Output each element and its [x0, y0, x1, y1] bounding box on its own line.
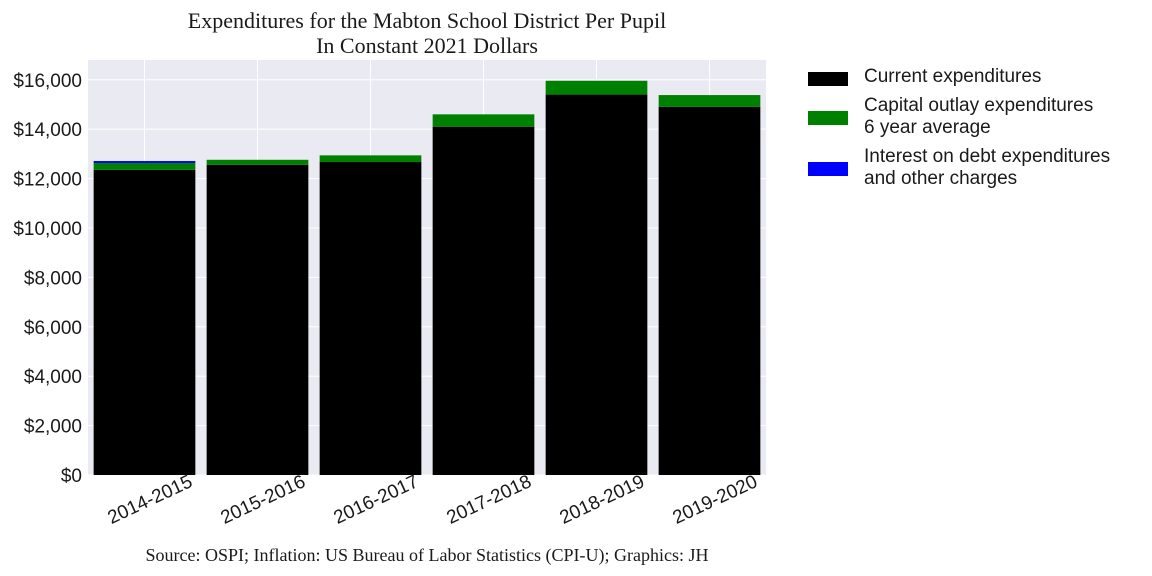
- bar-segment-0-5: [658, 106, 761, 476]
- legend-swatch-2: [808, 162, 848, 176]
- y-tick-label-6: $12,000: [13, 170, 82, 191]
- legend-swatch-1: [808, 111, 848, 125]
- chart-title-line-1: Expenditures for the Mabton School Distr…: [188, 8, 666, 33]
- bar-segment-2-0: [93, 161, 196, 164]
- x-tick-label-1: 2015-2016: [218, 471, 309, 528]
- bar-segment-0-0: [93, 169, 196, 475]
- legend: Current expenditures Capital outlay expen…: [808, 66, 1110, 189]
- legend-label-1: Capital outlay expenditures 6 year averag…: [864, 95, 1093, 138]
- y-tick-label-3: $6,000: [24, 318, 82, 339]
- x-tick-label-2: 2016-2017: [331, 471, 422, 528]
- y-tick-label-8: $16,000: [13, 71, 82, 92]
- bar-segment-0-3: [432, 126, 535, 476]
- x-tick-label-0: 2014-2015: [105, 471, 196, 528]
- bar-segment-1-4: [545, 80, 648, 95]
- legend-label-0: Current expenditures: [864, 66, 1041, 87]
- y-tick-label-4: $8,000: [24, 268, 82, 289]
- bars: [93, 80, 761, 476]
- x-tick-label-4: 2018-2019: [557, 471, 648, 528]
- bar-segment-1-5: [658, 95, 761, 107]
- bar-segment-0-4: [545, 94, 648, 475]
- y-tick-label-1: $2,000: [24, 417, 82, 438]
- x-axis-tick-labels: 2014-2015 2015-2016 2016-2017 2017-2018 2018…: [105, 471, 761, 528]
- bar-segment-0-1: [206, 164, 309, 475]
- legend-label-2: Interest on debt expenditures and other c…: [864, 146, 1110, 189]
- x-tick-label-5: 2019-2020: [670, 471, 761, 528]
- y-axis-tick-labels: $0 $2,000 $4,000 $6,000 $8,000 $10,000 $12,000…: [13, 71, 82, 487]
- bar-segment-1-3: [432, 114, 535, 127]
- legend-swatch-0: [808, 72, 848, 86]
- y-tick-label-7: $14,000: [13, 120, 82, 141]
- bar-segment-1-1: [206, 159, 309, 165]
- y-tick-label-2: $4,000: [24, 367, 82, 388]
- x-tick-label-3: 2017-2018: [444, 471, 535, 528]
- y-tick-label-5: $10,000: [13, 219, 82, 240]
- bar-segment-1-0: [93, 163, 196, 170]
- bar-segment-1-2: [319, 155, 422, 163]
- chart-title-line-2: In Constant 2021 Dollars: [316, 33, 538, 58]
- source-note: Source: OSPI; Inflation: US Bureau of La…: [146, 545, 709, 566]
- bar-segment-0-2: [319, 162, 422, 476]
- y-tick-label-0: $0: [61, 466, 82, 487]
